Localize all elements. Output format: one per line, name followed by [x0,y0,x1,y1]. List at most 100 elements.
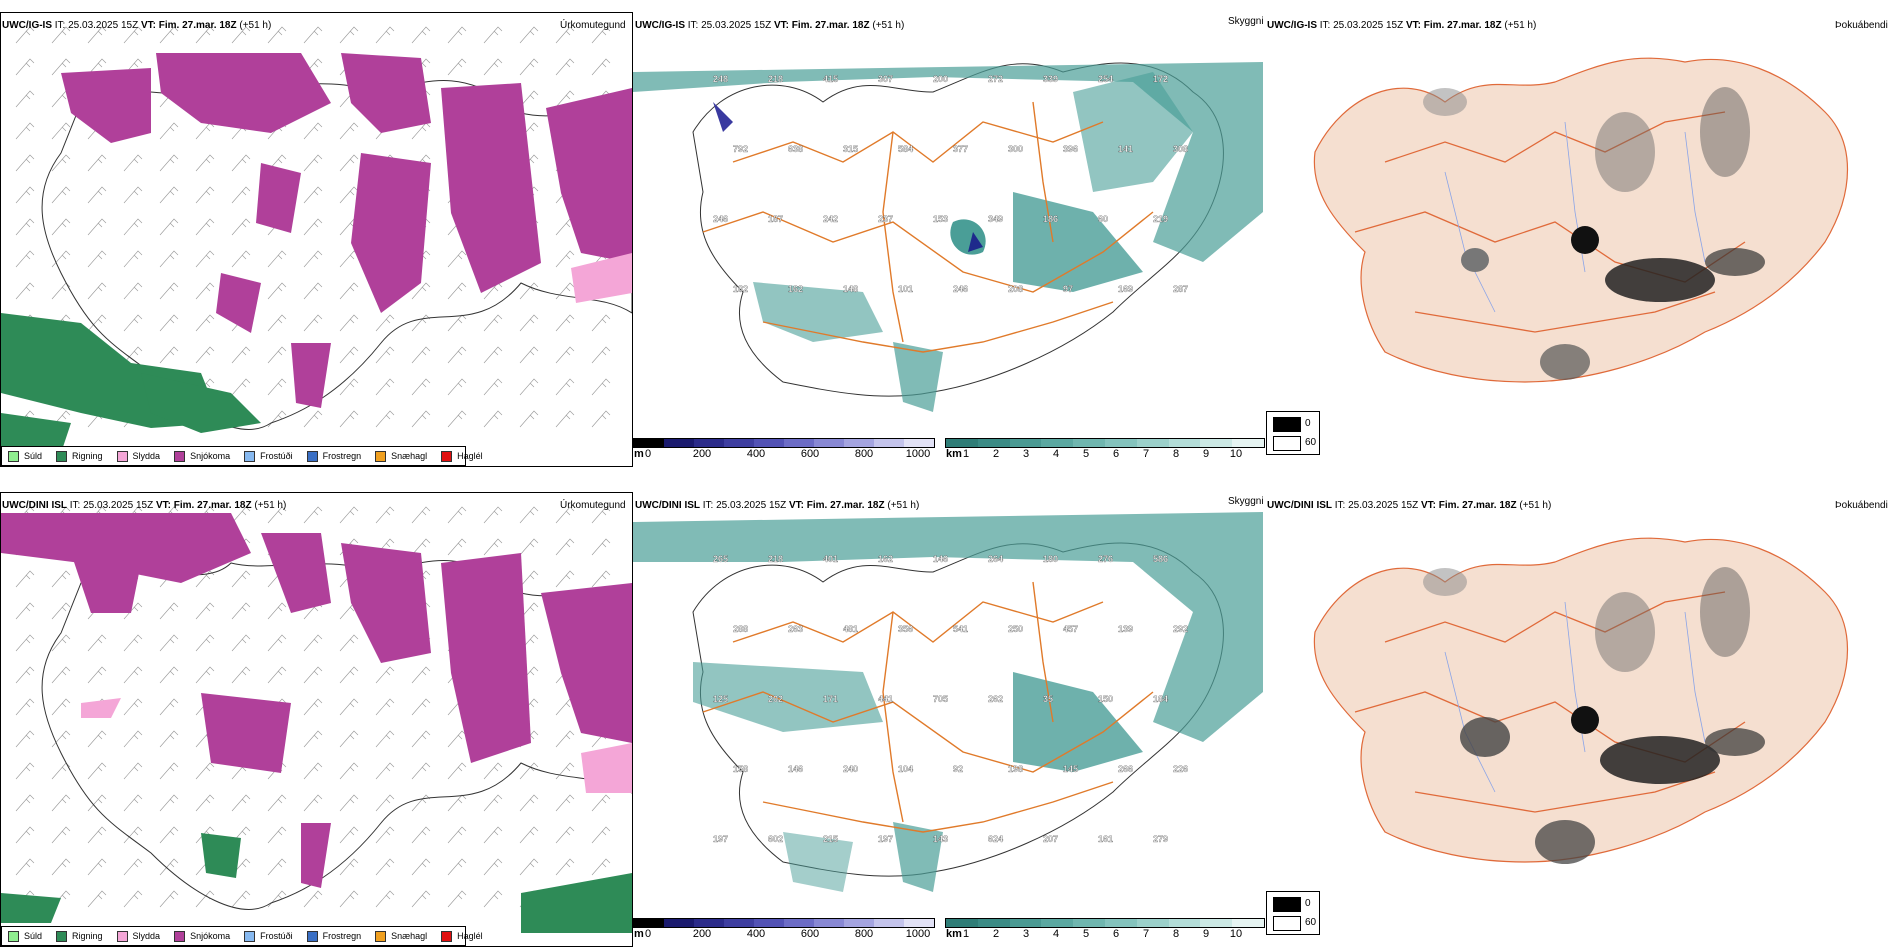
wind-barb [411,762,431,780]
wind-barb [447,506,467,524]
legend-swatch [8,450,19,462]
peak-height-label: 125 [713,694,728,704]
legend-label: Súld [24,451,43,461]
wind-barb [159,698,179,716]
peak-height-label: 97 [1063,284,1073,294]
wind-barb [591,378,611,396]
peak-height-label: 441 [878,694,893,704]
peak-height-label: 315 [843,144,858,154]
wind-barb [339,26,359,44]
colorbar-tick: 400 [746,928,766,940]
peak-height-label: 186 [1043,214,1058,224]
wind-barb [447,378,467,396]
wind-barb [339,730,359,748]
legend-label: Súld [24,931,43,941]
wind-barb [123,890,143,908]
wind-barb [231,634,251,652]
peak-height-label: 226 [1173,764,1188,774]
peak-height-label: 265 [713,554,728,564]
wind-barb [159,282,179,300]
wind-barb [339,378,359,396]
wind-barb [87,858,107,876]
wind-barb [231,346,251,364]
wind-barb [51,154,71,172]
wind-barb [555,250,575,268]
peak-height-label: 481 [843,624,858,634]
peak-height-label: 240 [843,764,858,774]
peak-height-label: 254 [1098,74,1113,84]
wind-barb [303,634,323,652]
wind-barb [159,890,179,908]
wind-barb [375,666,395,684]
legend-item: Haglél [441,450,483,462]
wind-barb [159,346,179,364]
colorbar-tick: 800 [854,928,874,940]
legend-label: Snjókoma [190,931,231,941]
wind-barb [339,826,359,844]
colorbar-tick: 4 [1052,928,1060,940]
wind-barb [87,730,107,748]
legend-item: Haglél [441,930,483,942]
peak-height-label: 792 [733,144,748,154]
wind-barb [555,506,575,524]
wind-barb [159,634,179,652]
peak-height-label: 171 [823,694,838,704]
it-label: IT: [54,20,66,31]
peak-height-label: 197 [713,834,728,844]
wind-barb [591,58,611,76]
wind-barb [87,154,107,172]
wind-barb [519,346,539,364]
wind-barb [303,410,323,428]
wind-barb [303,186,323,204]
vt-value: Fim. 27.mar. 18Z [806,500,885,511]
colorbar-tick: 1 [962,928,970,940]
wind-barb [447,538,467,556]
wind-barb [159,602,179,620]
peak-height-label: 287 [1173,284,1188,294]
peak-height-label: 180 [1043,554,1058,564]
wind-barb [51,634,71,652]
wind-barb [411,698,431,716]
legend-item: Frostregn [306,930,361,942]
precip-panel-bottom: Súld Rigning Slydda Snjókoma Frostúði Frostre… [0,492,633,947]
visibility-ticks-bottom: 1 2 3 4 5 6 7 8 9 10 [962,928,1242,942]
legend-swatch [441,930,453,942]
wind-barb [15,154,35,172]
wind-barb [87,282,107,300]
wind-barb [555,378,575,396]
wind-barb [267,794,287,812]
model-name: UWC/DINI ISL [2,500,67,511]
fog-map-top [1313,57,1848,383]
peak-height-label: 172 [1153,74,1168,84]
peak-height-label: 248 [713,74,728,84]
wind-barb [51,858,71,876]
wind-barb [555,762,575,780]
peak-height-label: 202 [768,694,783,704]
it-value: 25.03.2025 15Z [1348,500,1419,511]
wind-barb [411,826,431,844]
wind-barb [519,602,539,620]
wind-barb [339,794,359,812]
panel-title-precip-bottom: Úrkomutegund [560,500,626,511]
wind-barb [159,154,179,172]
peak-height-label: 276 [1098,554,1113,564]
peak-height-label: 292 [1173,624,1188,634]
colorbar-tick: 5 [1082,448,1090,460]
wind-barb [555,90,575,108]
legend-item: Súld [8,930,43,942]
it-label: IT: [702,500,714,511]
wind-barb [411,506,431,524]
peak-height-label: 264 [988,554,1003,564]
colorbar-tick: 10 [1229,448,1243,460]
wind-barb [267,378,287,396]
wind-barb [195,762,215,780]
wind-barb [123,314,143,332]
wind-barb [15,570,35,588]
header-bottom-right: UWC/DINI ISL IT: 25.03.2025 15Z VT: Fim.… [1267,500,1551,511]
visibility-unit-bottom: km [946,928,962,940]
wind-barb [555,794,575,812]
peak-height-label: 162 [788,284,803,294]
wind-barb [195,346,215,364]
wind-barb [159,730,179,748]
wind-barb [303,794,323,812]
